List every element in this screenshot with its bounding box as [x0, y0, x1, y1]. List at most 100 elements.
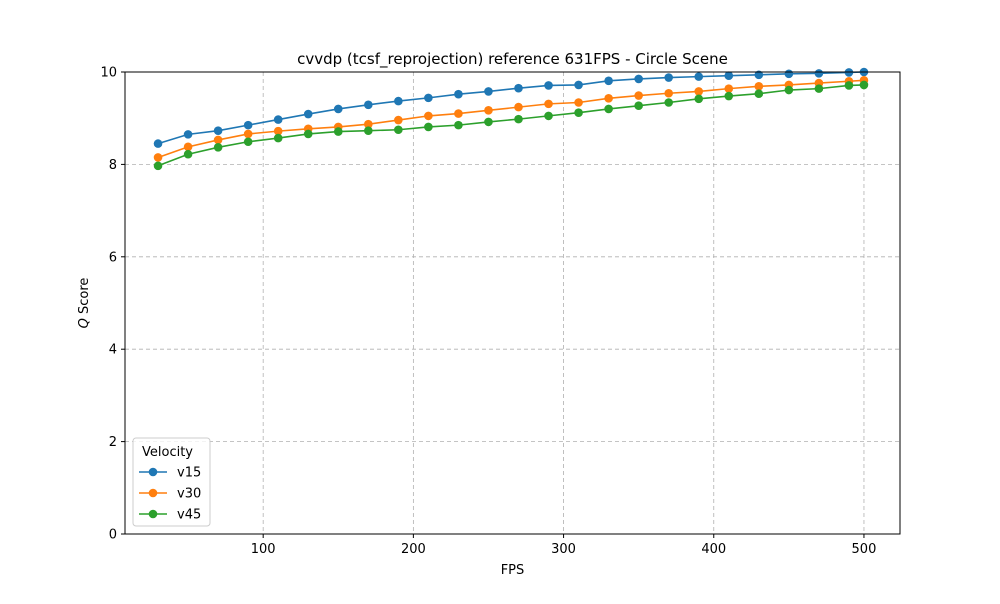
- data-point-v45: [754, 89, 764, 99]
- series-layer: [153, 67, 869, 171]
- data-point-v30: [694, 87, 704, 96]
- x-tick-label: 100: [251, 542, 276, 557]
- legend-label: v15: [177, 466, 201, 481]
- data-point-v15: [273, 115, 283, 124]
- data-point-v45: [694, 94, 704, 104]
- grid: [125, 71, 900, 535]
- data-point-v15: [183, 130, 193, 139]
- data-point-v30: [514, 102, 523, 112]
- data-point-v30: [634, 91, 643, 100]
- data-point-v30: [364, 119, 373, 129]
- data-point-v30: [664, 88, 674, 98]
- data-point-v45: [243, 137, 253, 147]
- x-axis-label: FPS: [501, 563, 525, 578]
- data-point-v45: [664, 98, 674, 107]
- axis-ticks: 100 200 300 400 500 0 2 4 6 8 10: [100, 66, 876, 558]
- data-point-v45: [514, 114, 523, 124]
- data-point-v30: [604, 94, 613, 103]
- data-point-v15: [604, 76, 613, 86]
- data-point-v15: [424, 93, 433, 103]
- data-point-v45: [814, 84, 824, 93]
- data-point-v45: [364, 126, 373, 135]
- data-point-v15: [333, 104, 343, 114]
- data-point-v30: [454, 109, 463, 118]
- data-point-v45: [333, 127, 343, 136]
- data-point-v15: [544, 81, 553, 90]
- legend-item-v45: v45: [139, 508, 201, 523]
- legend-swatch-marker: [148, 509, 158, 519]
- data-point-v15: [153, 139, 163, 148]
- series-v30: [153, 76, 869, 162]
- data-point-v30: [484, 106, 493, 115]
- data-point-v15: [784, 69, 794, 79]
- data-point-v45: [484, 117, 493, 127]
- legend-item-v15: v15: [139, 466, 201, 481]
- legend-box: [132, 437, 211, 527]
- data-point-v15: [303, 109, 313, 119]
- data-point-v30: [424, 111, 433, 121]
- data-point-v15: [634, 74, 643, 84]
- legend-title: Velocity: [142, 445, 193, 460]
- data-point-v45: [303, 129, 313, 139]
- data-point-v30: [183, 142, 193, 152]
- data-point-v45: [394, 125, 403, 135]
- plot-frame: [124, 71, 901, 535]
- data-point-v15: [664, 73, 674, 82]
- data-point-v45: [273, 133, 283, 143]
- series-v45: [153, 80, 869, 171]
- legend: Velocity v15 v30 v45: [132, 437, 211, 527]
- data-point-v30: [394, 115, 403, 125]
- data-point-v45: [424, 122, 433, 132]
- data-point-v15: [514, 83, 523, 93]
- data-point-v45: [604, 104, 613, 114]
- data-point-v45: [153, 161, 163, 171]
- data-point-v15: [694, 72, 704, 81]
- data-point-v30: [724, 84, 734, 93]
- data-point-v30: [574, 98, 583, 107]
- data-point-v15: [574, 80, 583, 90]
- legend-swatch-marker: [148, 467, 158, 477]
- data-point-v45: [634, 101, 643, 111]
- y-tick-label: 8: [109, 158, 117, 173]
- x-tick-label: 300: [551, 542, 576, 557]
- y-axis-label-rest: Score: [77, 278, 92, 319]
- data-point-v15: [243, 120, 253, 130]
- y-axis-label-italic: Q: [77, 318, 92, 328]
- x-tick-label: 400: [701, 542, 726, 557]
- data-point-v45: [213, 143, 223, 152]
- y-tick-label: 0: [109, 528, 117, 543]
- data-point-v30: [273, 126, 283, 136]
- y-axis-label: Q Score: [77, 278, 92, 329]
- data-point-v30: [213, 135, 223, 145]
- data-point-v45: [454, 120, 463, 130]
- data-point-v15: [213, 126, 223, 135]
- data-point-v30: [243, 129, 253, 139]
- data-point-v15: [484, 87, 493, 96]
- data-point-v45: [544, 111, 553, 121]
- data-point-v15: [364, 100, 373, 110]
- data-point-v15: [754, 70, 764, 80]
- x-tick-label: 500: [852, 542, 877, 557]
- series-v15: [153, 67, 869, 148]
- data-point-v30: [544, 99, 553, 109]
- x-tick-label: 200: [401, 542, 426, 557]
- chart-title: cvvdp (tcsf_reprojection) reference 631F…: [297, 50, 728, 69]
- data-point-v30: [754, 82, 764, 91]
- legend-label: v45: [177, 508, 201, 523]
- legend-item-v30: v30: [139, 487, 201, 502]
- y-tick-label: 6: [109, 250, 117, 265]
- y-tick-label: 4: [109, 343, 117, 358]
- y-tick-label: 10: [100, 66, 117, 81]
- legend-label: v30: [177, 487, 201, 502]
- data-point-v30: [153, 153, 163, 162]
- data-point-v45: [784, 85, 794, 95]
- data-point-v45: [574, 108, 583, 117]
- y-tick-label: 2: [109, 435, 117, 450]
- data-point-v45: [183, 149, 193, 159]
- data-point-v45: [724, 91, 734, 101]
- data-point-v15: [454, 89, 463, 99]
- data-point-v15: [814, 69, 824, 78]
- data-point-v15: [394, 96, 403, 106]
- data-point-v45: [859, 80, 869, 90]
